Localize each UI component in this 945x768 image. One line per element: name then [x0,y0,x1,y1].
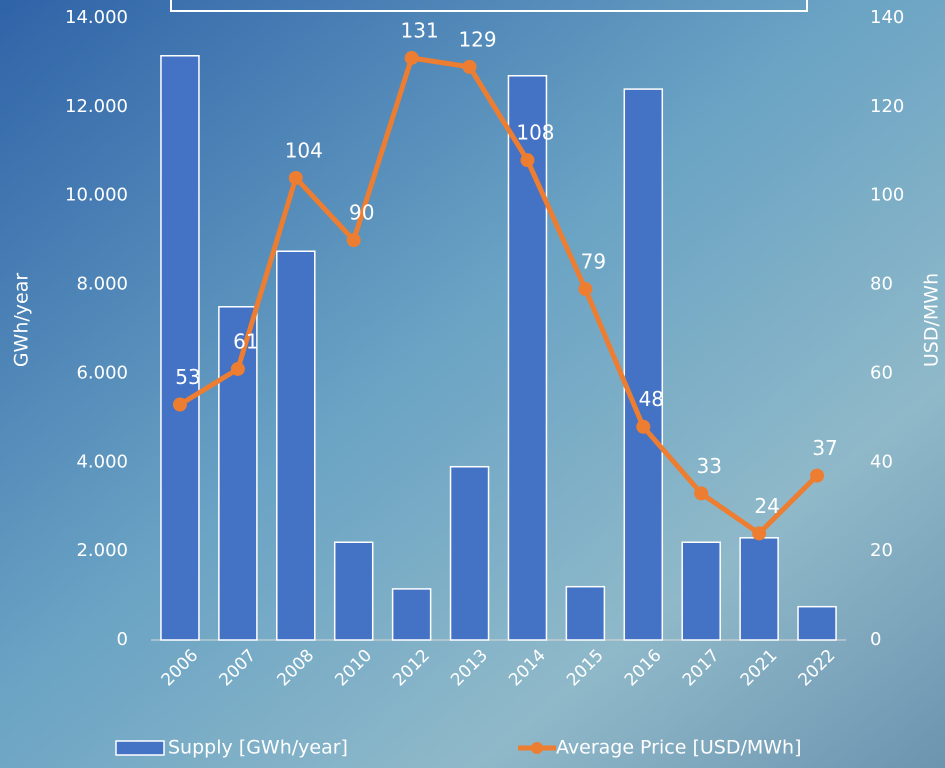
data-label: 131 [401,18,439,42]
y-tick-label: 14.000 [65,7,128,28]
bar [219,307,257,640]
price-marker [636,420,650,434]
bar [335,542,373,640]
price-marker [289,171,303,185]
y2-tick-label: 100 [870,185,904,206]
bar [682,542,720,640]
y-tick-label: 6.000 [76,362,128,383]
y-tick-label: 8.000 [76,274,128,295]
bar [740,538,778,640]
y2-tick-label: 20 [870,540,893,561]
data-label: 37 [812,436,837,460]
chart: GWh/year USD/MWh 0 2.000 4.000 6.000 8.000 10… [0,0,945,768]
price-marker [520,153,534,167]
y2-axis-title: USD/MWh [921,273,943,367]
price-marker [347,233,361,247]
price-marker [810,469,824,483]
bar [393,589,431,640]
y2-tick-label: 0 [870,629,881,650]
bar [566,587,604,640]
y2-tick-label: 120 [870,96,904,117]
legend-label: Supply [GWh/year] [168,737,348,759]
y2-tick-label: 60 [870,362,893,383]
data-label: 108 [516,121,554,145]
y2-tick-label: 80 [870,274,893,295]
legend-label: Average Price [USD/MWh] [556,737,802,759]
data-label: 33 [696,454,721,478]
price-marker [173,398,187,412]
price-marker [752,526,766,540]
price-marker [694,486,708,500]
legend-swatch [116,741,164,755]
price-marker [578,282,592,296]
price-marker [231,362,245,376]
y-tick-label: 4.000 [76,451,128,472]
data-label: 61 [233,329,258,353]
legend-marker [531,742,543,754]
data-label: 24 [754,494,779,518]
price-marker [405,51,419,65]
bar [451,467,489,640]
y-tick-label: 0 [117,629,128,650]
y2-tick-label: 140 [870,7,904,28]
data-label: 129 [458,27,496,51]
bar [277,251,315,640]
y-axis-title: GWh/year [11,273,33,368]
y-tick-label: 10.000 [65,185,128,206]
y-tick-label: 12.000 [65,96,128,117]
bar [161,56,199,640]
bar [624,89,662,640]
data-label: 79 [581,250,606,274]
data-label: 104 [285,138,323,162]
page: {"chart_data": {"type": "bar", "categori… [0,0,945,768]
bar [798,607,836,640]
price-marker [463,60,477,74]
y-tick-label: 2.000 [76,540,128,561]
y2-tick-label: 40 [870,451,893,472]
data-label: 48 [639,387,664,411]
data-label: 90 [349,201,374,225]
data-label: 53 [175,365,200,389]
